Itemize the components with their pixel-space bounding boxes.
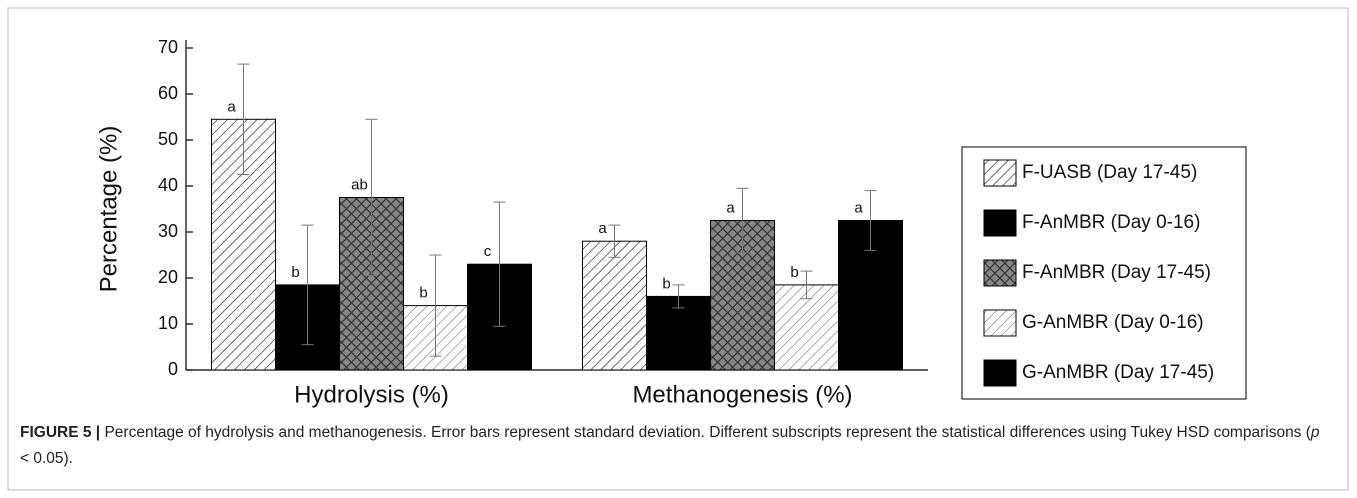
legend-swatch (983, 259, 1017, 287)
x-tick-label: Methanogenesis (%) (632, 381, 852, 408)
legend-label: F-AnMBR (Day 0-16) (1022, 212, 1200, 233)
x-tick-label: Hydrolysis (%) (294, 381, 449, 408)
y-tick-label: 50 (158, 129, 178, 149)
significance-letter: a (726, 199, 735, 216)
significance-letter: a (854, 199, 863, 216)
legend-swatch (983, 209, 1017, 237)
significance-letter: a (598, 220, 607, 237)
significance-letter: ab (351, 176, 368, 193)
y-tick-label: 10 (158, 313, 178, 333)
frame (7, 7, 1349, 491)
legend-swatch (983, 359, 1017, 387)
caption-end: < 0.05). (20, 450, 73, 467)
caption-label: FIGURE 5 | (20, 424, 101, 441)
significance-letter: b (790, 264, 798, 281)
y-tick-label: 40 (158, 175, 178, 195)
y-tick-label: 20 (158, 267, 178, 287)
caption: FIGURE 5 | Percentage of hydrolysis and … (20, 420, 1320, 472)
legend-label: G-AnMBR (Day 0-16) (1022, 312, 1204, 333)
legend-label: G-AnMBR (Day 17-45) (1022, 362, 1214, 383)
significance-letter: c (484, 243, 492, 260)
y-axis-label: Percentage (%) (95, 126, 122, 293)
y-tick-label: 30 (158, 221, 178, 241)
significance-letter: b (419, 285, 427, 302)
significance-letter: b (291, 264, 299, 281)
legend-label: F-AnMBR (Day 17-45) (1022, 262, 1211, 283)
y-tick-label: 0 (168, 359, 178, 379)
caption-text: Percentage of hydrolysis and methanogene… (104, 424, 1311, 441)
legend-swatch (983, 309, 1017, 337)
significance-letter: a (227, 98, 236, 115)
legend-label: F-UASB (Day 17-45) (1022, 162, 1197, 183)
y-tick-label: 60 (158, 83, 178, 103)
y-tick-label: 70 (158, 37, 178, 57)
significance-letter: b (662, 275, 670, 292)
legend-swatch (983, 159, 1017, 187)
bar (582, 240, 647, 371)
caption-variable: p (1310, 424, 1320, 441)
